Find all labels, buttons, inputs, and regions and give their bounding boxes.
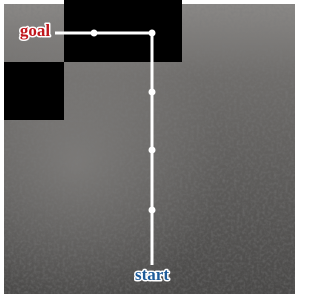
- waypoint: [149, 89, 156, 96]
- unknown-region: [64, 0, 182, 62]
- unknown-region: [4, 62, 64, 120]
- waypoint: [149, 207, 156, 214]
- waypoint: [149, 30, 156, 37]
- waypoint: [91, 30, 98, 37]
- scene: goal start: [0, 0, 299, 298]
- waypoint: [149, 147, 156, 154]
- page: goal start (() => { const data = JSON.pa…: [0, 0, 299, 298]
- goal-label: goal: [20, 21, 51, 40]
- start-label: start: [135, 265, 169, 284]
